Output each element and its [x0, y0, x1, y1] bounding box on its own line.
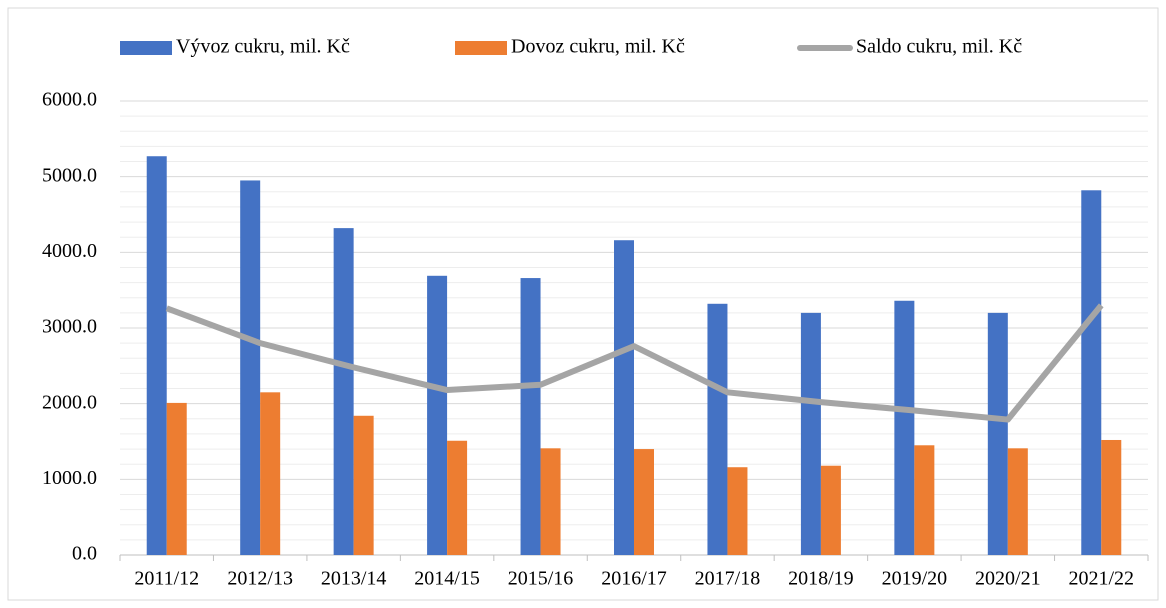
x-tick-label: 2021/22 [1068, 568, 1134, 590]
x-tick-label: 2013/14 [321, 568, 387, 590]
bar [987, 312, 1008, 555]
bar [146, 156, 167, 555]
bar [520, 278, 541, 555]
bar [800, 312, 821, 555]
chart-border [7, 7, 1159, 601]
y-tick-label: 4000.0 [42, 240, 97, 262]
bar [634, 449, 654, 555]
bar [1007, 448, 1028, 555]
x-tick-label: 2011/12 [134, 568, 199, 590]
y-tick-label: 0.0 [72, 543, 97, 565]
bar [727, 467, 748, 555]
x-tick-label: 2018/19 [788, 568, 854, 590]
bar [540, 448, 561, 555]
legend-label: Vývoz cukru, mil. Kč [176, 36, 350, 58]
line [165, 303, 1104, 423]
bar [333, 228, 354, 555]
x-tick-label: 2012/13 [227, 568, 293, 590]
bar [260, 392, 281, 555]
legend-label: Dovoz cukru, mil. Kč [511, 36, 685, 58]
bar [240, 180, 261, 555]
bar [447, 440, 468, 555]
y-tick-label: 1000.0 [42, 467, 97, 489]
bar [1081, 190, 1102, 555]
bar [820, 465, 841, 555]
y-tick-label: 5000.0 [42, 164, 97, 186]
y-tick-label: 2000.0 [42, 391, 97, 413]
bar [707, 303, 728, 555]
x-tick-label: 2020/21 [975, 568, 1041, 590]
bar [1101, 439, 1122, 555]
legend-label: Saldo cukru, mil. Kč [856, 36, 1022, 58]
x-tick-label: 2017/18 [695, 568, 761, 590]
legend-swatch [455, 41, 507, 55]
x-tick-label: 2014/15 [414, 568, 480, 590]
bar [427, 275, 448, 555]
bar [894, 300, 915, 555]
bar [166, 402, 187, 555]
bar [914, 445, 935, 555]
x-tick-label: 2019/20 [882, 568, 948, 590]
x-tick-label: 2016/17 [601, 568, 667, 590]
x-tick-label: 2015/16 [508, 568, 574, 590]
y-tick-label: 3000.0 [42, 316, 97, 338]
bar [614, 240, 634, 555]
y-tick-label: 6000.0 [42, 89, 97, 111]
bar [353, 415, 374, 555]
legend-swatch [120, 41, 172, 55]
